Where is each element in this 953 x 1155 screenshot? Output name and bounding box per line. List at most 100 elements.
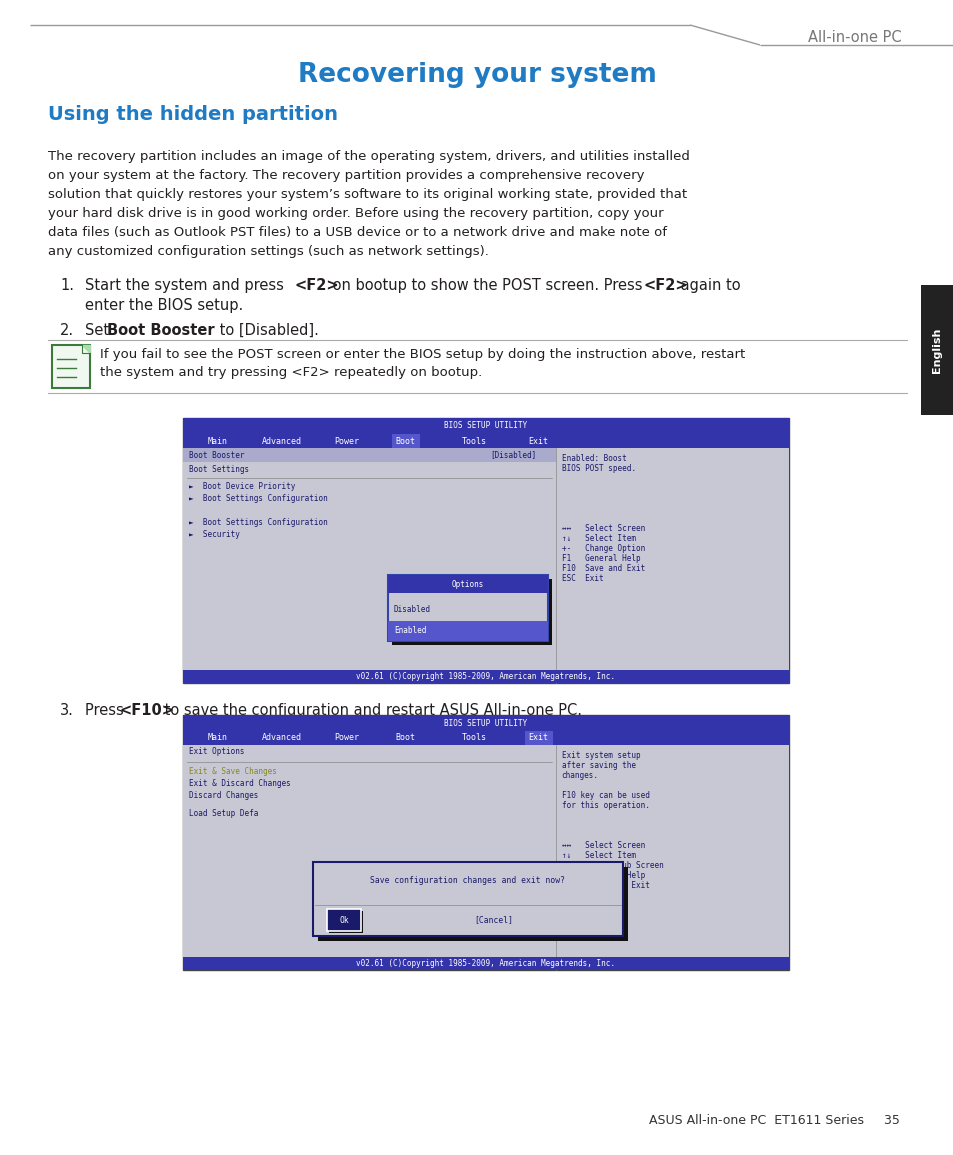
Text: ►  Boot Device Priority: ► Boot Device Priority: [189, 482, 295, 491]
FancyBboxPatch shape: [183, 448, 555, 462]
FancyBboxPatch shape: [327, 909, 361, 931]
Text: Power: Power: [335, 437, 359, 446]
FancyBboxPatch shape: [388, 575, 548, 641]
Text: F10 key can be used: F10 key can be used: [561, 791, 649, 800]
FancyBboxPatch shape: [555, 745, 788, 970]
Text: Load Setup Defa: Load Setup Defa: [189, 808, 258, 818]
FancyBboxPatch shape: [183, 418, 788, 434]
Text: <F10>: <F10>: [120, 703, 174, 718]
Text: Boot Booster: Boot Booster: [189, 450, 244, 460]
Text: ►  Security: ► Security: [189, 530, 239, 539]
Text: to [Disabled].: to [Disabled].: [214, 323, 318, 338]
Text: Tools: Tools: [461, 437, 486, 446]
FancyBboxPatch shape: [525, 731, 553, 745]
Text: Boot Settings: Boot Settings: [189, 465, 249, 475]
Text: ↔↔   Select Screen: ↔↔ Select Screen: [561, 841, 644, 850]
Text: Advanced: Advanced: [261, 437, 301, 446]
Text: [Cancel]: [Cancel]: [474, 916, 513, 925]
Text: Exit & Save Changes: Exit & Save Changes: [189, 767, 276, 776]
Text: Options: Options: [452, 580, 484, 589]
Text: changes.: changes.: [561, 772, 598, 780]
FancyBboxPatch shape: [314, 862, 622, 937]
Text: Main: Main: [207, 733, 227, 743]
Text: Using the hidden partition: Using the hidden partition: [48, 105, 337, 125]
Text: to save the configuration and restart ASUS All-in-one PC.: to save the configuration and restart AS…: [160, 703, 581, 718]
Text: ASUS All-in-one PC  ET1611 Series     35: ASUS All-in-one PC ET1611 Series 35: [648, 1115, 899, 1127]
Text: ↑↓   Select Item: ↑↓ Select Item: [561, 851, 635, 860]
Text: any customized configuration settings (such as network settings).: any customized configuration settings (s…: [48, 245, 488, 258]
Text: Advanced: Advanced: [261, 733, 301, 743]
Text: Discard Changes: Discard Changes: [189, 791, 258, 800]
FancyBboxPatch shape: [920, 285, 953, 415]
Text: after saving the: after saving the: [561, 761, 635, 770]
Text: Enabled: Boost: Enabled: Boost: [561, 454, 626, 463]
Text: <F2>: <F2>: [294, 278, 339, 293]
Text: ►  Boot Settings Configuration: ► Boot Settings Configuration: [189, 494, 328, 502]
Text: for this operation.: for this operation.: [561, 802, 649, 810]
FancyBboxPatch shape: [318, 867, 627, 941]
Text: F10  Save and Exit: F10 Save and Exit: [561, 564, 644, 573]
Text: +-   Change Option: +- Change Option: [561, 544, 644, 553]
Text: Exit: Exit: [528, 733, 548, 743]
Text: Enter Go to Sub Screen: Enter Go to Sub Screen: [561, 860, 662, 870]
Text: Save configuration changes and exit now?: Save configuration changes and exit now?: [370, 875, 565, 885]
Text: 2.: 2.: [60, 323, 74, 338]
Text: ↑↓   Select Item: ↑↓ Select Item: [561, 534, 635, 543]
Text: Power: Power: [335, 733, 359, 743]
FancyBboxPatch shape: [183, 957, 788, 970]
FancyBboxPatch shape: [388, 620, 548, 641]
Text: 1.: 1.: [60, 278, 74, 293]
FancyBboxPatch shape: [183, 715, 788, 970]
Text: v02.61 (C)Copyright 1985-2009, American Megatrends, Inc.: v02.61 (C)Copyright 1985-2009, American …: [356, 672, 615, 681]
Text: solution that quickly restores your system’s software to its original working st: solution that quickly restores your syst…: [48, 188, 686, 201]
Text: [Disabled]: [Disabled]: [490, 450, 537, 460]
Text: Disabled: Disabled: [394, 605, 431, 614]
FancyBboxPatch shape: [183, 418, 788, 683]
FancyBboxPatch shape: [52, 345, 90, 388]
Text: The recovery partition includes an image of the operating system, drivers, and u: The recovery partition includes an image…: [48, 150, 689, 163]
FancyBboxPatch shape: [183, 715, 788, 731]
Text: Enabled: Enabled: [394, 626, 426, 635]
Text: ESC   Exit: ESC Exit: [561, 891, 607, 900]
Text: Boot: Boot: [395, 437, 415, 446]
FancyBboxPatch shape: [555, 448, 788, 683]
Text: All-in-one PC: All-in-one PC: [807, 30, 901, 45]
Text: enter the BIOS setup.: enter the BIOS setup.: [85, 298, 243, 313]
Text: data files (such as Outlook PST files) to a USB device or to a network drive and: data files (such as Outlook PST files) t…: [48, 226, 666, 239]
Text: Main: Main: [207, 437, 227, 446]
FancyBboxPatch shape: [183, 745, 555, 970]
Text: F1   General Help: F1 General Help: [561, 554, 639, 562]
FancyBboxPatch shape: [392, 434, 419, 448]
Text: Exit: Exit: [528, 437, 548, 446]
Text: BIOS SETUP UTILITY: BIOS SETUP UTILITY: [444, 422, 527, 431]
Text: BIOS SETUP UTILITY: BIOS SETUP UTILITY: [444, 718, 527, 728]
Text: Exit system setup: Exit system setup: [561, 751, 639, 760]
Text: Start the system and press: Start the system and press: [85, 278, 288, 293]
Text: on your system at the factory. The recovery partition provides a comprehensive r: on your system at the factory. The recov…: [48, 169, 644, 182]
Text: If you fail to see the POST screen or enter the BIOS setup by doing the instruct: If you fail to see the POST screen or en…: [100, 348, 744, 362]
Text: ↔↔   Select Screen: ↔↔ Select Screen: [561, 524, 644, 532]
Text: Exit Options: Exit Options: [189, 747, 244, 757]
Text: Recovering your system: Recovering your system: [297, 62, 656, 88]
FancyBboxPatch shape: [183, 448, 555, 683]
Text: BIOS POST speed.: BIOS POST speed.: [561, 464, 635, 474]
Text: ESC  Exit: ESC Exit: [561, 574, 602, 583]
FancyBboxPatch shape: [183, 670, 788, 683]
Text: Boot: Boot: [395, 733, 415, 743]
FancyBboxPatch shape: [183, 434, 788, 448]
Text: Press: Press: [85, 703, 129, 718]
FancyBboxPatch shape: [329, 911, 363, 933]
Text: the system and try pressing <F2> repeatedly on bootup.: the system and try pressing <F2> repeate…: [100, 366, 482, 379]
Text: 3.: 3.: [60, 703, 73, 718]
Text: Exit & Discard Changes: Exit & Discard Changes: [189, 778, 291, 788]
Text: English: English: [931, 327, 942, 373]
Text: F1    General Help: F1 General Help: [561, 871, 644, 880]
Text: your hard disk drive is in good working order. Before using the recovery partiti: your hard disk drive is in good working …: [48, 207, 663, 219]
Text: F10   Save and Exit: F10 Save and Exit: [561, 881, 649, 891]
Text: again to: again to: [676, 278, 740, 293]
Text: ►  Boot Settings Configuration: ► Boot Settings Configuration: [189, 517, 328, 527]
Text: <F2>: <F2>: [643, 278, 688, 293]
Text: v02.61 (C)Copyright 1985-2009, American Megatrends, Inc.: v02.61 (C)Copyright 1985-2009, American …: [356, 959, 615, 968]
Text: on bootup to show the POST screen. Press: on bootup to show the POST screen. Press: [328, 278, 646, 293]
FancyBboxPatch shape: [183, 731, 788, 745]
